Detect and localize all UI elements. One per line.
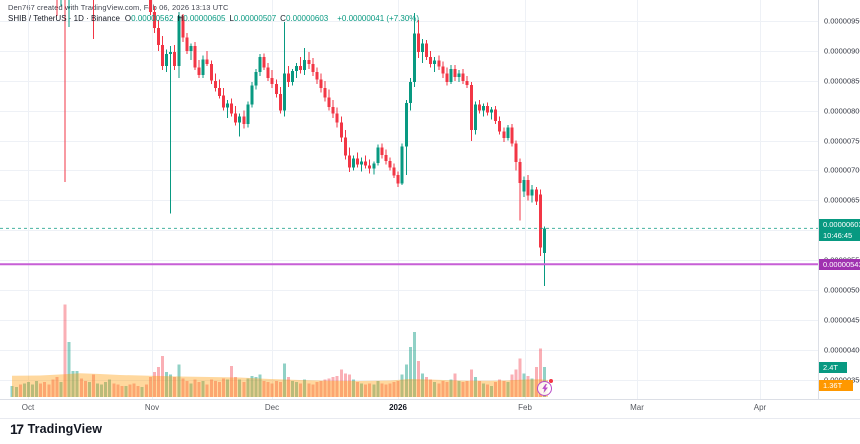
price-axis-label: 0.00000800 — [824, 106, 860, 116]
volume-ma-area — [12, 373, 548, 397]
price-axis-label: 0.00000700 — [824, 165, 860, 175]
volume-ma-badge: 1.36T — [819, 380, 853, 391]
time-axis-label: Apr — [753, 403, 767, 412]
ohlc-item: H 0.00000605 — [177, 14, 226, 23]
tradingview-logo-text[interactable]: TradingView — [27, 422, 103, 436]
volume-ma-value: 1.36T — [823, 381, 843, 390]
chart-canvas[interactable] — [0, 0, 818, 399]
alert-price-value: 0.00000543 — [823, 260, 860, 269]
time-axis-label: Nov — [144, 403, 160, 412]
ohlc-item: L 0.00000507 — [229, 14, 277, 23]
last-price-badge: 0.00000603 10:46:45 — [819, 219, 860, 241]
symbol-legend: SHIB / TetherUS · 1D · Binance O 0.000005… — [8, 14, 419, 23]
price-axis-label: 0.00000400 — [824, 345, 860, 355]
attribution-text: Den767 created with TradingView.com, Feb… — [8, 3, 229, 12]
time-axis-label: 2026 — [389, 403, 407, 412]
tradingview-logo-icon[interactable]: 17 — [10, 421, 24, 437]
time-axis-label: Mar — [630, 403, 644, 412]
bar-countdown: 10:46:45 — [823, 231, 853, 240]
lightning-bolt-icon — [541, 384, 548, 393]
alert-price-badge[interactable]: 0.00000543 — [819, 259, 860, 270]
footer: 17 TradingView — [10, 421, 102, 437]
time-axis-label: Feb — [518, 403, 532, 412]
price-axis-label: 0.00000450 — [824, 315, 860, 325]
candles-layer — [56, 0, 546, 286]
volume-badge: 2.4T — [819, 362, 847, 373]
price-axis-label: 0.00000500 — [824, 285, 860, 295]
ohlc-values: O 0.00000562 H 0.00000605 L 0.00000507 C 0.0000… — [125, 14, 332, 23]
notification-dot — [549, 379, 553, 383]
price-axis-label: 0.00000950 — [824, 16, 860, 26]
grid-lines — [0, 0, 818, 399]
last-price-value: 0.00000603 — [823, 220, 860, 229]
ohlc-item: C 0.00000603 — [280, 14, 329, 23]
price-axis-label: 0.00000850 — [824, 76, 860, 86]
time-axis[interactable]: Oct Nov Dec 2026 Feb Mar Apr — [0, 399, 860, 419]
ohlc-item: O 0.00000562 — [124, 14, 174, 23]
price-axis-label: 0.00000750 — [824, 136, 860, 146]
price-axis-label: 0.00000900 — [824, 46, 860, 56]
replay-icon[interactable] — [537, 381, 552, 396]
price-axis-label: 0.00000350 — [824, 375, 860, 384]
change-value: +0.00000041 (+7.30%) — [337, 14, 420, 23]
symbol-title[interactable]: SHIB / TetherUS · 1D · Binance — [8, 14, 120, 23]
price-axis-label: 0.00000650 — [824, 195, 860, 205]
volume-value: 2.4T — [823, 363, 839, 372]
volume-bars — [10, 304, 546, 398]
time-axis-label: Dec — [264, 403, 280, 412]
time-axis-label: Oct — [21, 403, 35, 412]
chart-pane[interactable] — [0, 0, 818, 399]
price-axis[interactable]: 0.00000350 0.00000400 0.00000450 0.00000500… — [818, 0, 860, 399]
